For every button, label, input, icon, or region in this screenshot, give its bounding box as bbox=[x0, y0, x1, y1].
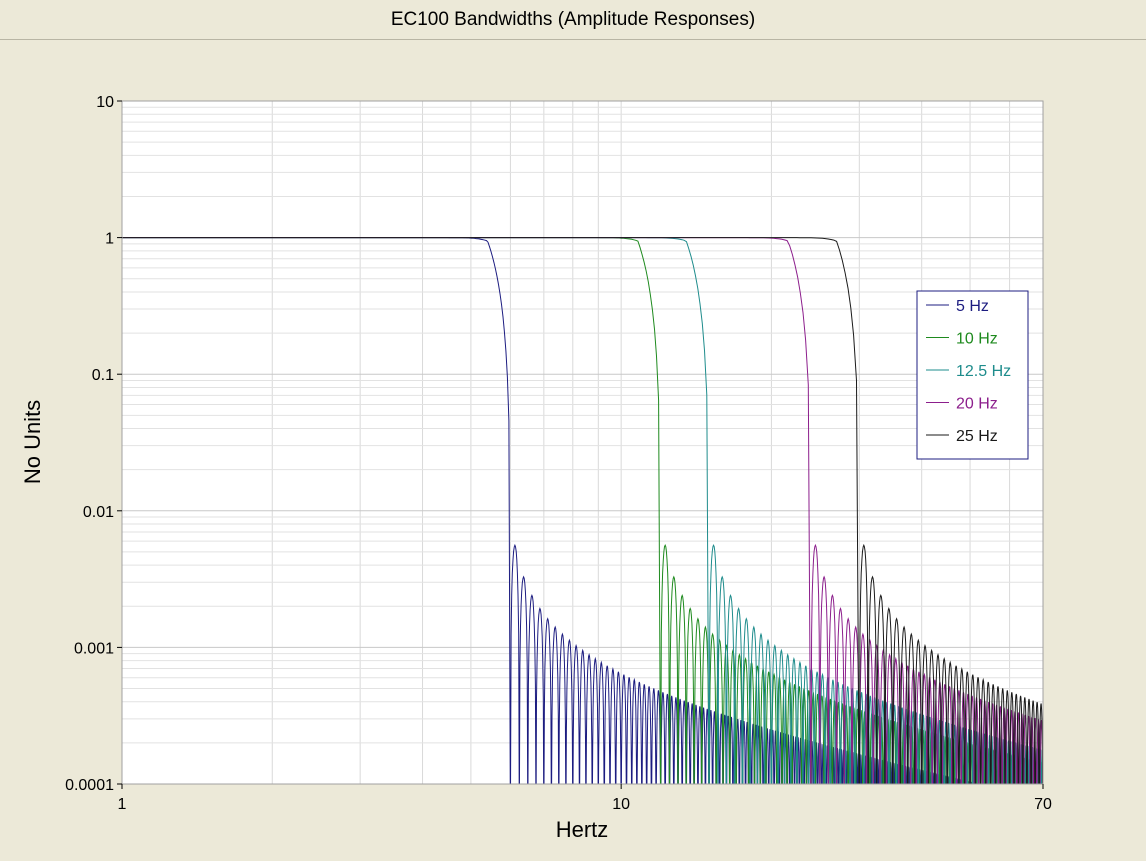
legend-entry: 20 Hz bbox=[956, 396, 998, 413]
y-tick-label: 1 bbox=[105, 231, 114, 248]
series-layer bbox=[122, 237, 1043, 784]
legend-entry: 5 Hz bbox=[956, 298, 989, 315]
legend-box bbox=[916, 290, 1029, 460]
series-line bbox=[122, 237, 981, 784]
plot-border bbox=[121, 100, 1044, 785]
title-bar: EC100 Bandwidths (Amplitude Responses) bbox=[0, 0, 1146, 40]
legend-entry: 12.5 Hz bbox=[956, 363, 1011, 380]
y-tick-label: 10 bbox=[96, 94, 114, 111]
series-line bbox=[122, 237, 1043, 784]
y-tick-label: 0.001 bbox=[74, 640, 114, 657]
x-tick-label: 1 bbox=[118, 796, 127, 813]
y-tick-label: 0.01 bbox=[83, 504, 114, 521]
y-axis-title: No Units bbox=[20, 400, 45, 484]
y-tick-label: 0.1 bbox=[92, 367, 114, 384]
x-axis-title: Hertz bbox=[556, 817, 609, 842]
y-tick-label: 0.0001 bbox=[65, 777, 114, 794]
chart-title: EC100 Bandwidths (Amplitude Responses) bbox=[390, 9, 756, 30]
grid bbox=[122, 101, 1043, 784]
x-tick-label: 10 bbox=[612, 796, 630, 813]
legend-entry: 10 Hz bbox=[956, 331, 998, 348]
legend-entry: 25 Hz bbox=[956, 428, 998, 445]
plot-area bbox=[122, 101, 1043, 784]
legend: 5 Hz 10 Hz 12.5 Hz 20 Hz 25 Hz bbox=[916, 290, 1029, 460]
x-tick-label: 70 bbox=[1034, 796, 1052, 813]
tick-labels: 0.0001 0.001 0.01 0.1 1 10 1 10 70 bbox=[65, 94, 1052, 813]
